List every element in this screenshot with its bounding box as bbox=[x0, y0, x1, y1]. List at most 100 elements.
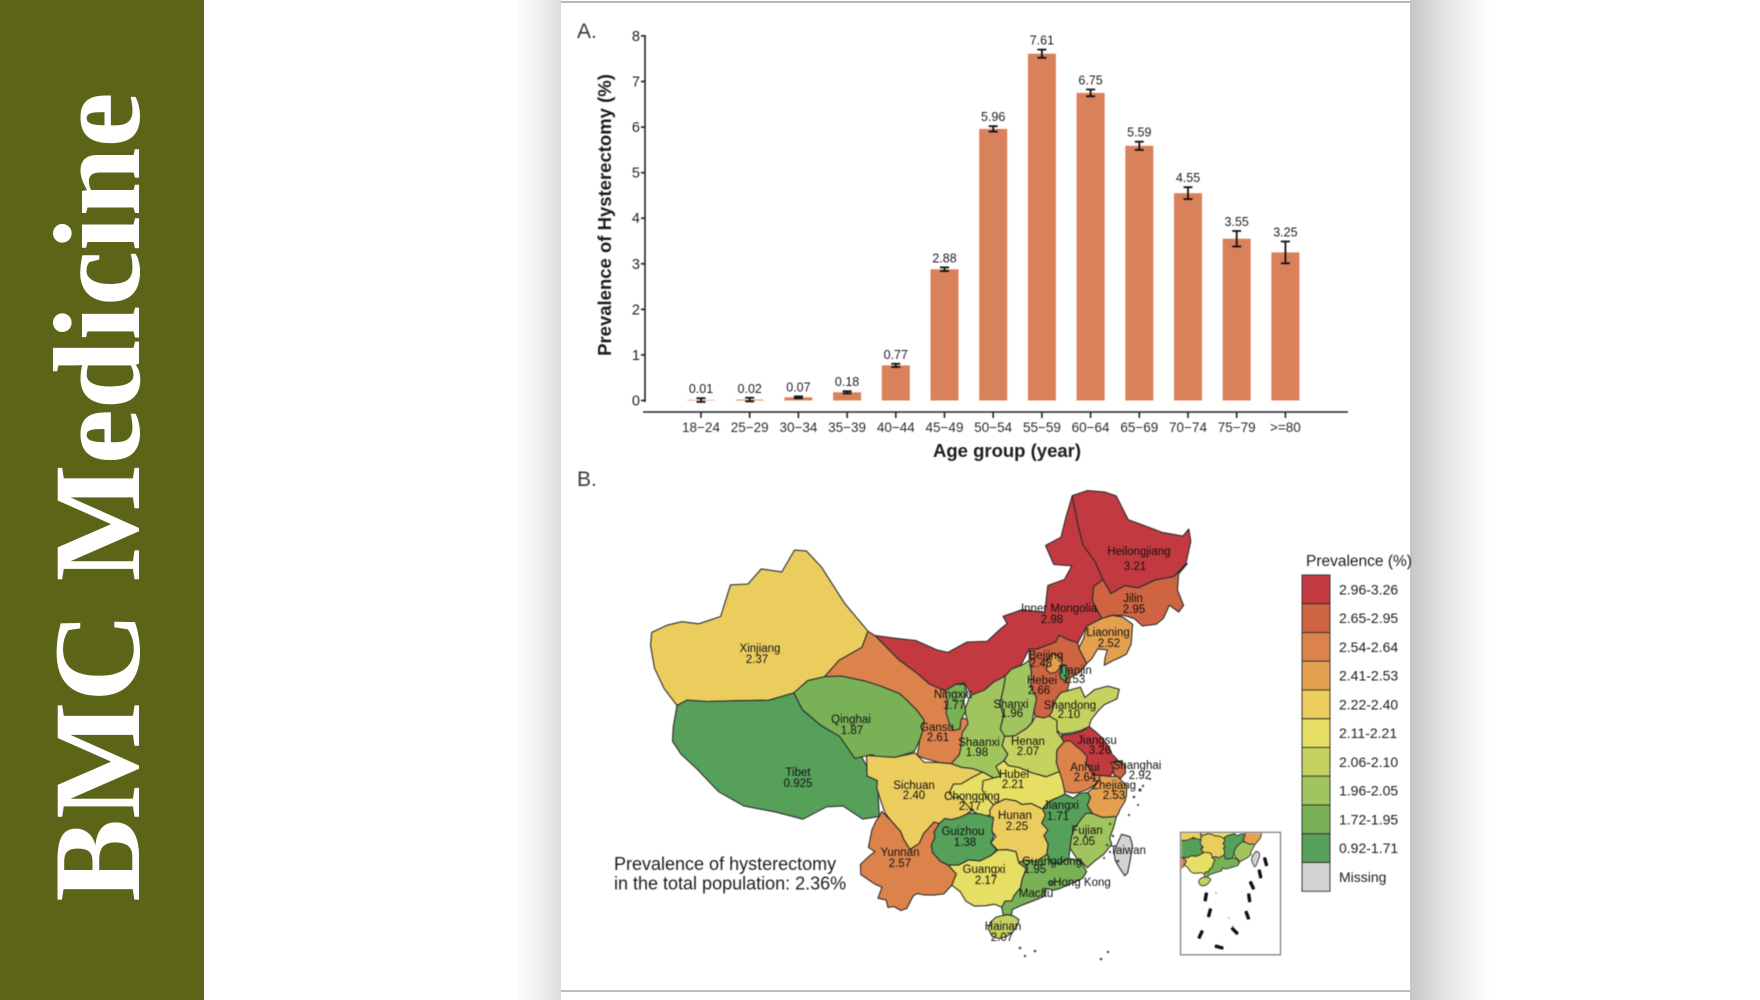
svg-text:2.37: 2.37 bbox=[746, 654, 768, 666]
svg-text:Prevalence of hysterectomy: Prevalence of hysterectomy bbox=[614, 854, 836, 874]
svg-text:2.96-3.26: 2.96-3.26 bbox=[1339, 581, 1398, 597]
svg-text:2.65-2.95: 2.65-2.95 bbox=[1339, 610, 1398, 626]
svg-text:2.22-2.40: 2.22-2.40 bbox=[1339, 696, 1398, 712]
svg-text:2.43: 2.43 bbox=[1030, 658, 1052, 670]
svg-text:3.26: 3.26 bbox=[1089, 745, 1111, 757]
svg-text:Tianjin: Tianjin bbox=[1058, 665, 1091, 677]
svg-text:2: 2 bbox=[632, 302, 640, 318]
svg-text:2.21: 2.21 bbox=[1002, 779, 1024, 791]
svg-text:2.88: 2.88 bbox=[932, 251, 956, 265]
svg-text:Anhui: Anhui bbox=[1070, 762, 1099, 774]
svg-text:2.61: 2.61 bbox=[927, 732, 949, 744]
svg-text:0: 0 bbox=[632, 394, 640, 410]
svg-text:3.55: 3.55 bbox=[1225, 215, 1249, 229]
svg-text:45−49: 45−49 bbox=[926, 420, 964, 435]
svg-text:7: 7 bbox=[632, 75, 640, 91]
svg-text:1.96: 1.96 bbox=[1001, 708, 1023, 720]
svg-text:60−64: 60−64 bbox=[1072, 420, 1110, 435]
svg-text:Sichuan: Sichuan bbox=[893, 780, 935, 792]
svg-text:Hunan: Hunan bbox=[998, 810, 1032, 822]
svg-text:Henan: Henan bbox=[1011, 736, 1045, 748]
svg-text:Fujian: Fujian bbox=[1071, 825, 1102, 837]
svg-text:Hong Kong: Hong Kong bbox=[1053, 877, 1111, 889]
svg-text:5.59: 5.59 bbox=[1127, 126, 1151, 140]
svg-text:8: 8 bbox=[632, 29, 640, 45]
svg-text:1.38: 1.38 bbox=[954, 837, 976, 849]
svg-text:3.21: 3.21 bbox=[1124, 561, 1146, 573]
svg-text:2.10: 2.10 bbox=[1058, 709, 1080, 721]
svg-text:Guangdong: Guangdong bbox=[1022, 856, 1082, 868]
svg-text:3.25: 3.25 bbox=[1273, 226, 1297, 240]
svg-text:Guangxi: Guangxi bbox=[963, 864, 1006, 876]
svg-text:2.41-2.53: 2.41-2.53 bbox=[1339, 668, 1398, 684]
svg-text:Missing: Missing bbox=[1339, 869, 1386, 885]
svg-text:A.: A. bbox=[577, 20, 597, 43]
svg-text:25−29: 25−29 bbox=[731, 420, 769, 435]
svg-text:Liaoning: Liaoning bbox=[1086, 627, 1129, 639]
svg-text:Jilin: Jilin bbox=[1123, 593, 1143, 605]
svg-text:Jiangsu: Jiangsu bbox=[1077, 735, 1117, 747]
svg-text:2.53: 2.53 bbox=[1103, 790, 1125, 802]
svg-text:30−34: 30−34 bbox=[779, 420, 817, 435]
svg-text:55−59: 55−59 bbox=[1023, 420, 1061, 435]
svg-text:2.11-2.21: 2.11-2.21 bbox=[1339, 725, 1397, 741]
svg-text:4: 4 bbox=[632, 211, 640, 227]
svg-text:0.925: 0.925 bbox=[784, 778, 813, 790]
svg-text:2.07: 2.07 bbox=[991, 932, 1013, 944]
svg-text:Beijing: Beijing bbox=[1029, 650, 1064, 662]
svg-text:Yunnan: Yunnan bbox=[880, 847, 919, 859]
svg-text:1: 1 bbox=[632, 348, 640, 364]
svg-text:Xinjiang: Xinjiang bbox=[740, 643, 781, 655]
svg-text:Hebei: Hebei bbox=[1027, 675, 1057, 687]
svg-text:2.06-2.10: 2.06-2.10 bbox=[1339, 754, 1398, 770]
svg-text:Jiangxi: Jiangxi bbox=[1043, 800, 1079, 812]
svg-text:2.05: 2.05 bbox=[1073, 836, 1095, 848]
svg-text:Guizhou: Guizhou bbox=[942, 826, 985, 838]
svg-text:>=80: >=80 bbox=[1270, 420, 1301, 435]
svg-text:Ningxia: Ningxia bbox=[934, 689, 973, 701]
svg-text:2.40: 2.40 bbox=[903, 790, 925, 802]
svg-text:1.71: 1.71 bbox=[1047, 811, 1069, 823]
svg-text:2.98: 2.98 bbox=[1041, 614, 1063, 626]
svg-text:Shaanxi: Shaanxi bbox=[958, 737, 1000, 749]
svg-text:2.07: 2.07 bbox=[1017, 746, 1039, 758]
svg-text:2.92: 2.92 bbox=[1129, 770, 1151, 782]
svg-text:Zhejiang: Zhejiang bbox=[1092, 780, 1136, 792]
svg-text:35−39: 35−39 bbox=[828, 420, 866, 435]
svg-text:2.52: 2.52 bbox=[1098, 638, 1120, 650]
svg-text:B.: B. bbox=[577, 468, 597, 491]
svg-text:18−24: 18−24 bbox=[682, 420, 720, 435]
svg-text:Hainan: Hainan bbox=[985, 921, 1021, 933]
svg-text:2.17: 2.17 bbox=[975, 875, 997, 887]
svg-text:1.53: 1.53 bbox=[1063, 674, 1085, 686]
svg-text:0.01: 0.01 bbox=[689, 382, 713, 396]
svg-text:2.66: 2.66 bbox=[1028, 685, 1050, 697]
svg-text:70−74: 70−74 bbox=[1169, 420, 1207, 435]
svg-text:2.95: 2.95 bbox=[1123, 604, 1145, 616]
svg-text:in the total population: 2.36%: in the total population: 2.36% bbox=[614, 874, 846, 894]
svg-text:2.57: 2.57 bbox=[889, 858, 911, 870]
svg-text:Shanghai: Shanghai bbox=[1113, 760, 1162, 772]
svg-text:Macau: Macau bbox=[1019, 888, 1054, 900]
svg-text:1.96-2.05: 1.96-2.05 bbox=[1339, 783, 1398, 799]
svg-text:6: 6 bbox=[632, 120, 640, 136]
svg-text:Prevalence (%): Prevalence (%) bbox=[1306, 553, 1412, 570]
svg-text:Chongqing: Chongqing bbox=[944, 791, 1000, 803]
svg-text:75−79: 75−79 bbox=[1218, 420, 1256, 435]
svg-text:1.98: 1.98 bbox=[966, 747, 988, 759]
svg-text:0.02: 0.02 bbox=[738, 382, 762, 396]
svg-text:Hubei: Hubei bbox=[999, 769, 1029, 781]
svg-text:50−54: 50−54 bbox=[974, 420, 1012, 435]
svg-text:1.77: 1.77 bbox=[943, 700, 965, 712]
svg-text:Taiwan: Taiwan bbox=[1110, 845, 1146, 857]
svg-text:3: 3 bbox=[632, 257, 640, 273]
svg-text:Shandong: Shandong bbox=[1044, 700, 1096, 712]
svg-text:65−69: 65−69 bbox=[1120, 420, 1158, 435]
svg-text:1.72-1.95: 1.72-1.95 bbox=[1339, 811, 1398, 827]
svg-text:0.92-1.71: 0.92-1.71 bbox=[1339, 840, 1398, 856]
svg-text:2.25: 2.25 bbox=[1006, 821, 1028, 833]
svg-text:40−44: 40−44 bbox=[877, 420, 915, 435]
svg-text:1.95: 1.95 bbox=[1024, 864, 1046, 876]
svg-text:Gansu: Gansu bbox=[920, 722, 954, 734]
svg-text:2.54-2.64: 2.54-2.64 bbox=[1339, 639, 1398, 655]
